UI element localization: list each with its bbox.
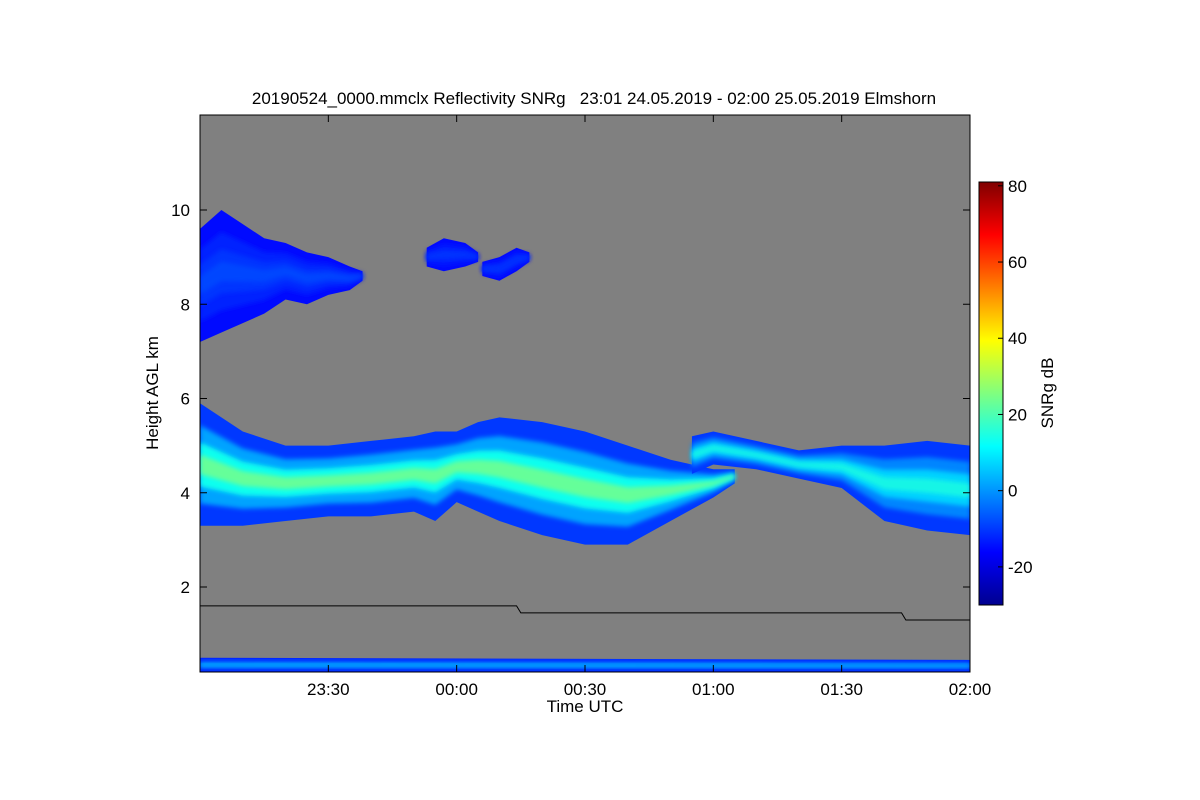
x-tick-label: 23:30 xyxy=(307,680,350,699)
plot-background xyxy=(200,115,970,672)
colorbar-tick-label: 40 xyxy=(1008,329,1027,348)
boundary-line xyxy=(200,605,970,621)
chart-title: 20190524_0000.mmclx Reflectivity SNRg 23… xyxy=(252,89,936,108)
y-tick-label: 2 xyxy=(181,578,190,597)
y-tick-label: 8 xyxy=(181,295,190,314)
y-axis-label: Height AGL km xyxy=(143,336,162,450)
small-cloud-a-core xyxy=(426,252,479,259)
x-tick-label: 00:30 xyxy=(564,680,607,699)
second-layer-core xyxy=(691,445,970,498)
colorbar-tick-label: 20 xyxy=(1008,405,1027,424)
y-tick-label: 10 xyxy=(171,201,190,220)
colorbar-tick-label: 0 xyxy=(1008,482,1017,501)
x-tick-label: 01:00 xyxy=(692,680,735,699)
colorbar-tick-label: 60 xyxy=(1008,253,1027,272)
x-tick-label: 00:00 xyxy=(435,680,478,699)
y-tick-label: 4 xyxy=(181,484,190,503)
x-tick-label: 01:30 xyxy=(820,680,863,699)
x-tick-label: 02:00 xyxy=(949,680,992,699)
y-tick-label: 6 xyxy=(181,390,190,409)
colorbar-tick-label: -20 xyxy=(1008,558,1033,577)
upper-cirrus-inner xyxy=(200,249,363,306)
upper-cirrus-core xyxy=(200,261,363,295)
colorbar-label: SNRg dB xyxy=(1038,358,1057,429)
colorbar xyxy=(978,181,1004,606)
x-axis-label: Time UTC xyxy=(547,697,624,716)
small-cloud-b-core xyxy=(482,256,530,271)
main-layer-core xyxy=(200,454,735,504)
colorbar-tick-label: 80 xyxy=(1008,177,1027,196)
